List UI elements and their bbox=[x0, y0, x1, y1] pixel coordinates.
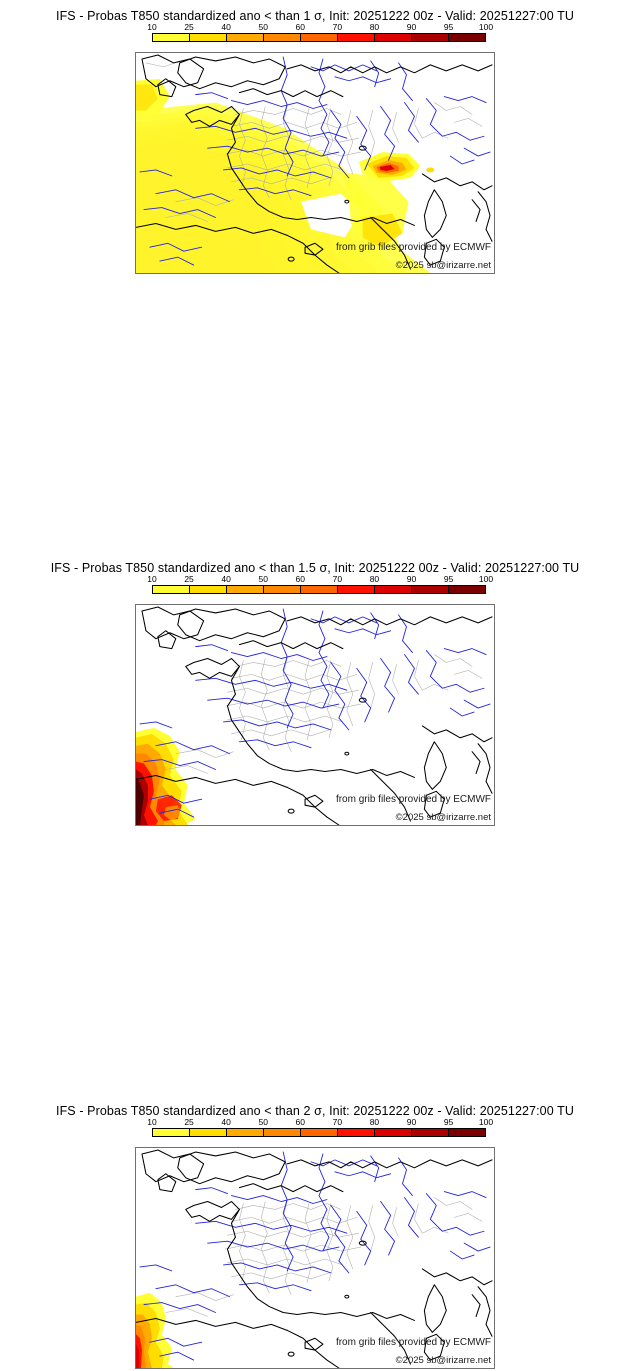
colorbar-tick-25: 25 bbox=[184, 574, 194, 584]
colorbar-tick-70: 70 bbox=[332, 574, 343, 584]
colorbar-swatch-4 bbox=[301, 34, 338, 41]
colorbar-tick-95: 95 bbox=[443, 574, 454, 584]
map-outlines-2 bbox=[136, 606, 493, 825]
colorbar-swatch-8 bbox=[449, 586, 485, 593]
colorbar-tick-95: 95 bbox=[443, 1117, 454, 1127]
colorbar-tick-60: 60 bbox=[295, 574, 306, 584]
map-outlines-1 bbox=[136, 54, 493, 273]
probability-shading-2 bbox=[136, 727, 196, 825]
colorbar-tick-70: 70 bbox=[332, 1117, 343, 1127]
colorbar-tick-50: 50 bbox=[258, 574, 268, 584]
colorbar-tick-25: 25 bbox=[184, 1117, 194, 1127]
colorbar-tick-90: 90 bbox=[406, 1117, 417, 1127]
colorbar-swatch-1 bbox=[190, 34, 227, 41]
colorbar-2: 10 25 40 50 60 70 80 90 95 100 bbox=[147, 574, 493, 594]
colorbar-tick-40: 40 bbox=[221, 574, 231, 584]
colorbar-tick-90: 90 bbox=[406, 574, 417, 584]
probability-shading-3 bbox=[136, 1292, 174, 1368]
colorbar-swatch-2 bbox=[227, 34, 264, 41]
colorbar-tick-100: 100 bbox=[478, 574, 494, 584]
panel-title: IFS - Probas T850 standardized ano < tha… bbox=[50, 561, 580, 575]
colorbar-tick-10: 10 bbox=[147, 1117, 157, 1127]
colorbar-swatch-7 bbox=[412, 34, 449, 41]
data-source-credit: from grib files provided by ECMWF bbox=[335, 794, 491, 805]
probability-shading-1 bbox=[136, 78, 435, 273]
colorbar-ticks: 10 25 40 50 60 70 80 90 95 100 bbox=[147, 574, 493, 585]
colorbar-tick-50: 50 bbox=[258, 1117, 268, 1127]
colorbar-tick-80: 80 bbox=[369, 22, 380, 32]
colorbar-tick-10: 10 bbox=[147, 22, 157, 32]
colorbar-tick-10: 10 bbox=[147, 574, 157, 584]
colorbar-swatch-8 bbox=[449, 34, 485, 41]
colorbar-3: 10 25 40 50 60 70 80 90 95 100 bbox=[147, 1117, 493, 1137]
colorbar-swatch-2 bbox=[227, 1129, 264, 1136]
data-source-credit: from grib files provided by ECMWF bbox=[335, 242, 491, 253]
colorbar-1: 10 25 40 50 60 70 80 90 95 100 bbox=[147, 22, 493, 42]
colorbar-swatch-7 bbox=[412, 1129, 449, 1136]
colorbar-gradient bbox=[152, 33, 486, 42]
colorbar-swatch-6 bbox=[375, 1129, 412, 1136]
colorbar-swatch-5 bbox=[338, 1129, 375, 1136]
colorbar-tick-50: 50 bbox=[258, 22, 268, 32]
copyright-notice: ©2025 sb@irizarre.net bbox=[395, 260, 491, 271]
colorbar-tick-70: 70 bbox=[332, 22, 343, 32]
colorbar-swatch-0 bbox=[153, 34, 190, 41]
map-canvas-1[interactable]: from grib files provided by ECMWF ©2025 … bbox=[135, 52, 495, 274]
colorbar-tick-80: 80 bbox=[369, 574, 380, 584]
colorbar-swatch-8 bbox=[449, 1129, 485, 1136]
map-svg bbox=[136, 606, 493, 825]
colorbar-swatch-3 bbox=[264, 34, 301, 41]
colorbar-swatch-7 bbox=[412, 586, 449, 593]
colorbar-swatch-4 bbox=[301, 586, 338, 593]
colorbar-ticks: 10 25 40 50 60 70 80 90 95 100 bbox=[147, 22, 493, 33]
map-panel-1p5-sigma: IFS - Probas T850 standardized ano < tha… bbox=[0, 552, 630, 828]
colorbar-swatch-2 bbox=[227, 586, 264, 593]
colorbar-gradient bbox=[152, 1128, 486, 1137]
colorbar-tick-40: 40 bbox=[221, 1117, 231, 1127]
map-canvas-2[interactable]: from grib files provided by ECMWF ©2025 … bbox=[135, 604, 495, 826]
colorbar-swatch-6 bbox=[375, 34, 412, 41]
copyright-notice: ©2025 sb@irizarre.net bbox=[395, 1355, 491, 1366]
colorbar-tick-60: 60 bbox=[295, 22, 306, 32]
colorbar-swatch-5 bbox=[338, 34, 375, 41]
colorbar-swatch-1 bbox=[190, 1129, 227, 1136]
colorbar-swatch-1 bbox=[190, 586, 227, 593]
colorbar-tick-80: 80 bbox=[369, 1117, 380, 1127]
map-svg bbox=[136, 1149, 493, 1368]
colorbar-tick-60: 60 bbox=[295, 1117, 306, 1127]
map-outlines-3 bbox=[136, 1149, 493, 1368]
map-svg bbox=[136, 54, 493, 273]
colorbar-tick-100: 100 bbox=[478, 22, 494, 32]
panel-title: IFS - Probas T850 standardized ano < tha… bbox=[56, 9, 574, 23]
colorbar-swatch-6 bbox=[375, 586, 412, 593]
colorbar-tick-100: 100 bbox=[478, 1117, 494, 1127]
colorbar-tick-25: 25 bbox=[184, 22, 194, 32]
colorbar-swatch-0 bbox=[153, 586, 190, 593]
colorbar-gradient bbox=[152, 585, 486, 594]
colorbar-swatch-5 bbox=[338, 586, 375, 593]
data-source-credit: from grib files provided by ECMWF bbox=[335, 1337, 491, 1348]
colorbar-tick-40: 40 bbox=[221, 22, 231, 32]
colorbar-swatch-4 bbox=[301, 1129, 338, 1136]
colorbar-ticks: 10 25 40 50 60 70 80 90 95 100 bbox=[147, 1117, 493, 1128]
panel-title: IFS - Probas T850 standardized ano < tha… bbox=[56, 1104, 574, 1118]
colorbar-swatch-3 bbox=[264, 1129, 301, 1136]
colorbar-tick-90: 90 bbox=[406, 22, 417, 32]
colorbar-swatch-0 bbox=[153, 1129, 190, 1136]
colorbar-tick-95: 95 bbox=[443, 22, 454, 32]
map-canvas-3[interactable]: from grib files provided by ECMWF ©2025 … bbox=[135, 1147, 495, 1369]
map-panel-1-sigma: IFS - Probas T850 standardized ano < tha… bbox=[0, 0, 630, 276]
map-panel-2-sigma: IFS - Probas T850 standardized ano < tha… bbox=[0, 1095, 630, 1371]
copyright-notice: ©2025 sb@irizarre.net bbox=[395, 812, 491, 823]
colorbar-swatch-3 bbox=[264, 586, 301, 593]
